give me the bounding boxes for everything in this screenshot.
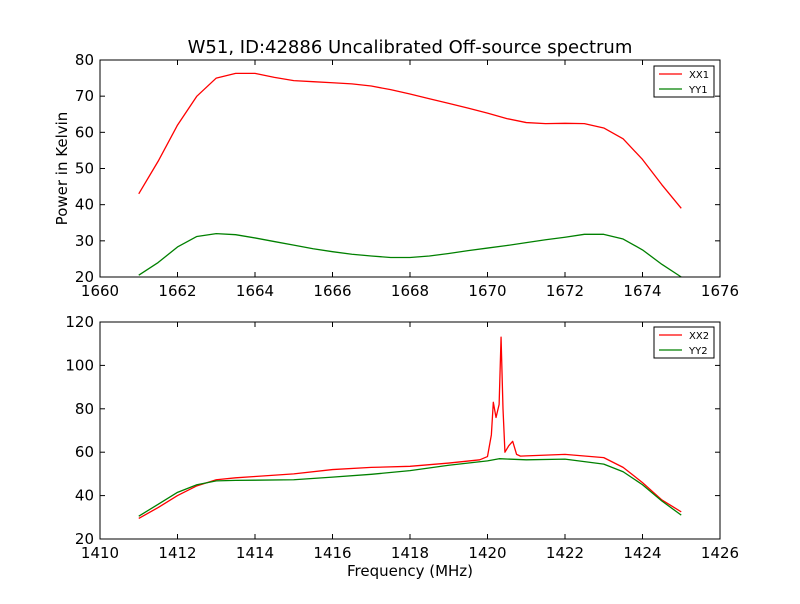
y-axis-label: Power in Kelvin — [53, 112, 71, 226]
legend-box — [653, 65, 715, 98]
x-tick-label: 1420 — [468, 544, 506, 562]
bottom-panel: 1410 1412 1414 1416 1418 1420 1422 1424 1426 20 40… — [65, 313, 739, 580]
y-tick-label: 20 — [75, 268, 94, 286]
x-tick-label: 1664 — [236, 282, 274, 300]
legend-box — [653, 326, 715, 359]
y-tick-label: 40 — [75, 196, 94, 214]
y-tick-label: 120 — [65, 313, 94, 331]
y-tick-label: 80 — [75, 51, 94, 69]
y-tick-label: 20 — [75, 530, 94, 548]
x-tick-label: 1422 — [546, 544, 584, 562]
top-panel: 1660 1662 1664 1666 1668 1670 1672 1674 1676 20 30… — [53, 51, 739, 300]
x-tick-label: 1426 — [701, 544, 739, 562]
x-tick-label: 1670 — [468, 282, 506, 300]
legend-label-yy1: YY1 — [688, 85, 708, 96]
x-axis-label: Frequency (MHz) — [347, 562, 473, 580]
figure-title: W51, ID:42886 Uncalibrated Off-source sp… — [188, 37, 633, 58]
x-tick-label: 1410 — [81, 544, 119, 562]
x-tick-label: 1416 — [313, 544, 351, 562]
x-tick-label: 1412 — [158, 544, 196, 562]
series-line-xx1 — [138, 72, 682, 209]
legend-label-xx1: XX1 — [689, 70, 709, 81]
plot-frame — [99, 59, 721, 278]
y-tick-label: 80 — [75, 400, 94, 418]
series-line-xx2 — [138, 336, 682, 519]
x-tick-label: 1660 — [81, 282, 119, 300]
series-line-yy2 — [138, 458, 682, 517]
x-tick-label: 1672 — [546, 282, 584, 300]
series-line-yy1 — [138, 232, 682, 278]
y-tick-label: 60 — [75, 443, 94, 461]
legend-label-yy2: YY2 — [688, 346, 708, 357]
y-tick-label: 40 — [75, 487, 94, 505]
legend-label-xx2: XX2 — [689, 331, 709, 342]
x-tick-label: 1666 — [313, 282, 351, 300]
x-tick-label: 1676 — [701, 282, 739, 300]
x-tick-label: 1662 — [158, 282, 196, 300]
y-tick-label: 30 — [75, 232, 94, 250]
y-tick-label: 70 — [75, 87, 94, 105]
x-tick-label: 1668 — [391, 282, 429, 300]
x-tick-label: 1674 — [623, 282, 661, 300]
x-tick-label: 1414 — [236, 544, 274, 562]
y-tick-label: 100 — [65, 356, 94, 374]
x-tick-label: 1418 — [391, 544, 429, 562]
plot-frame — [99, 321, 721, 540]
y-tick-label: 50 — [75, 160, 94, 178]
y-tick-label: 60 — [75, 123, 94, 141]
x-tick-label: 1424 — [623, 544, 661, 562]
